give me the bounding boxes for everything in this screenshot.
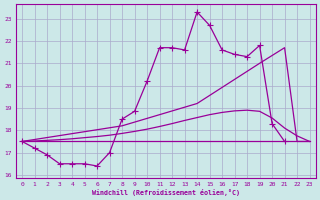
- X-axis label: Windchill (Refroidissement éolien,°C): Windchill (Refroidissement éolien,°C): [92, 189, 240, 196]
